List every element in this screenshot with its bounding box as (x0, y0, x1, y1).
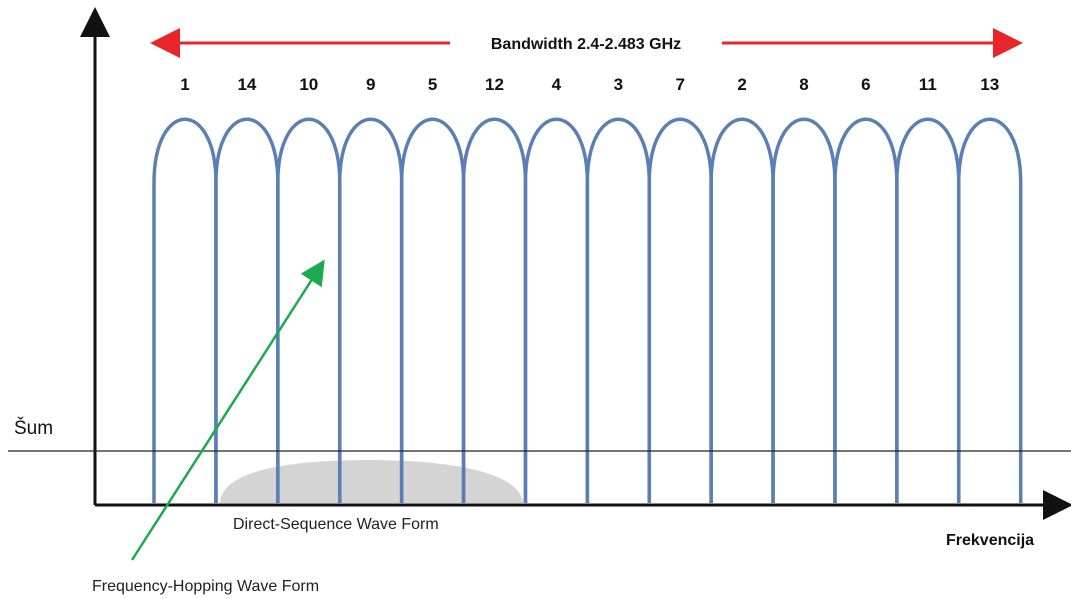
channel-label: 3 (614, 75, 623, 94)
channel-label: 14 (237, 75, 256, 94)
channel-label: 10 (299, 75, 318, 94)
channel-label: 7 (675, 75, 684, 94)
channel-label: 13 (980, 75, 999, 94)
channel-lobe (771, 117, 837, 503)
channel-label: 11 (919, 75, 937, 94)
channel-lobe (337, 117, 404, 503)
channel-lobe (956, 117, 1023, 503)
x-axis-label: Frekvencija (946, 532, 1034, 549)
channel-lobe (709, 117, 775, 503)
channel-label: 8 (799, 75, 808, 94)
channel-lobe (895, 117, 961, 503)
channel-lobe (214, 117, 280, 503)
bandwidth-label: Bandwidth 2.4-2.483 GHz (491, 36, 681, 53)
channel-lobe (152, 117, 218, 503)
channel-lobe (276, 117, 342, 503)
channel-lobes (152, 117, 1023, 503)
direct-sequence-label: Direct-Sequence Wave Form (233, 516, 439, 533)
channel-lobe (399, 117, 466, 503)
direct-sequence-waveform (220, 460, 523, 503)
channel-labels: 1 14 10 9 5 12 4 3 7 2 8 6 11 13 (180, 75, 999, 94)
channel-label: 9 (366, 75, 375, 94)
frequency-hopping-arrow (130, 259, 325, 561)
channel-lobe (647, 117, 713, 503)
channel-lobe (833, 117, 899, 503)
channel-lobe (461, 117, 528, 503)
frequency-hopping-label: Frequency-Hopping Wave Form (92, 578, 319, 595)
noise-label: Šum (14, 417, 53, 439)
channel-label: 6 (861, 75, 870, 94)
channel-lobe (523, 117, 590, 503)
channel-lobe (585, 117, 652, 503)
channel-label: 4 (552, 75, 562, 94)
channel-label: 12 (485, 75, 504, 94)
channel-label: 1 (180, 75, 189, 94)
channel-label: 2 (737, 75, 746, 94)
channel-label: 5 (428, 75, 437, 94)
